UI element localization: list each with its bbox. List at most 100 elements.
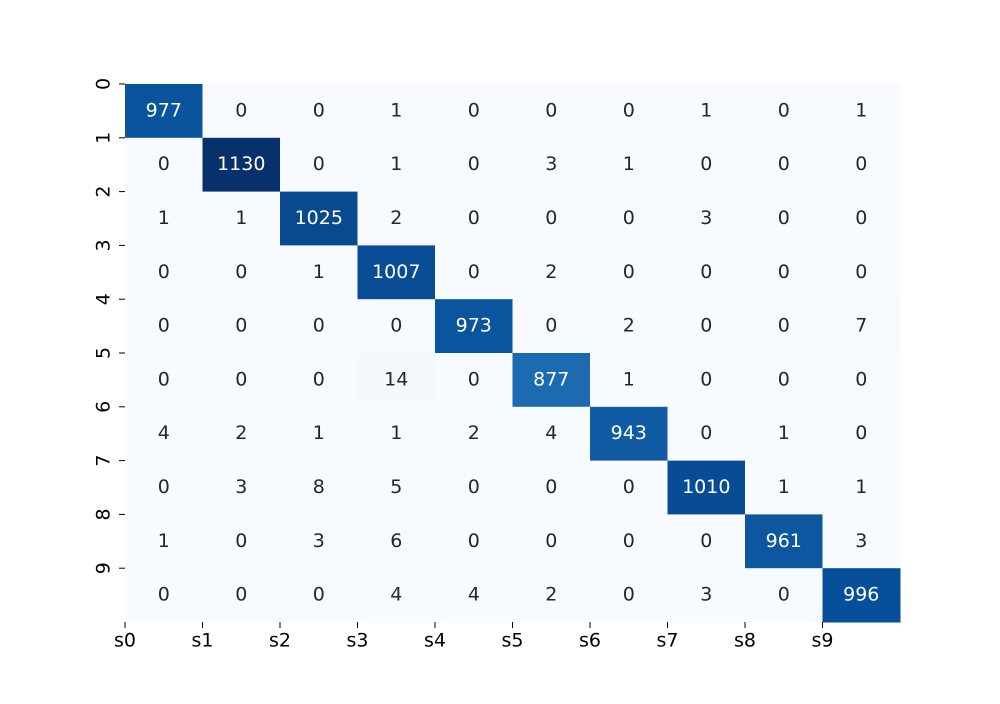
heatmap-cell xyxy=(512,514,591,569)
heatmap-cell xyxy=(745,568,823,623)
heatmap-cell xyxy=(745,406,823,462)
cell-label: 0 xyxy=(700,315,712,337)
cell-label: 5 xyxy=(390,476,402,498)
y-tick-label: 9 xyxy=(93,562,115,574)
heatmap-cell xyxy=(280,191,358,246)
heatmap-cell xyxy=(512,406,591,462)
cell-label: 0 xyxy=(468,153,480,175)
y-tick-label: 6 xyxy=(93,401,115,413)
cell-label: 0 xyxy=(545,530,557,552)
heatmap-cell xyxy=(822,245,901,300)
cell-label: 1 xyxy=(623,153,635,175)
heatmap-cell xyxy=(280,406,358,462)
cell-label: 0 xyxy=(235,315,247,337)
cell-label: 1 xyxy=(700,99,712,121)
heatmap-cell xyxy=(357,299,436,354)
y-tick-label: 0 xyxy=(93,78,115,90)
cell-label: 0 xyxy=(468,530,480,552)
heatmap-cell xyxy=(667,568,746,623)
cell-label: 0 xyxy=(468,99,480,121)
heatmap-cell xyxy=(202,245,281,300)
cell-label: 0 xyxy=(855,368,867,390)
cell-label: 3 xyxy=(313,530,325,552)
heatmap-cell xyxy=(280,84,358,139)
cell-label: 0 xyxy=(623,584,635,606)
heatmap-cell xyxy=(125,191,203,246)
heatmap-cell xyxy=(357,137,436,193)
cell-label: 1 xyxy=(313,422,325,444)
cell-label: 0 xyxy=(235,368,247,390)
cell-label: 0 xyxy=(778,99,790,121)
cell-label: 1 xyxy=(313,261,325,283)
heatmap-cell xyxy=(202,568,281,623)
y-tick-label: 2 xyxy=(93,186,115,198)
heatmap-cell xyxy=(667,191,746,246)
heatmap-cell xyxy=(357,568,436,623)
cell-label: 1010 xyxy=(682,476,730,498)
cell-label: 0 xyxy=(235,584,247,606)
heatmap-cell xyxy=(202,191,281,246)
cell-label: 0 xyxy=(158,153,170,175)
cell-label: 0 xyxy=(545,99,557,121)
heatmap-cell xyxy=(512,245,591,300)
heatmap-cell xyxy=(822,406,901,462)
cell-label: 1007 xyxy=(372,261,420,283)
cell-label: 973 xyxy=(456,315,492,337)
heatmap-cell xyxy=(512,191,591,246)
heatmap-cell xyxy=(125,406,203,462)
heatmap-cell xyxy=(202,353,281,408)
heatmap-cell xyxy=(435,353,513,408)
cell-label: 3 xyxy=(700,584,712,606)
heatmap-cell xyxy=(435,568,513,623)
heatmap-cell xyxy=(435,137,513,193)
heatmap-cell xyxy=(590,299,668,354)
heatmap-cell xyxy=(357,514,436,569)
cell-label: 0 xyxy=(778,261,790,283)
heatmap-cell xyxy=(512,568,591,623)
heatmap-cell xyxy=(745,353,823,408)
heatmap-cell xyxy=(667,245,746,300)
heatmap-cell xyxy=(357,245,436,300)
cell-label: 0 xyxy=(778,368,790,390)
cell-label: 1 xyxy=(623,368,635,390)
heatmap-cell xyxy=(125,353,203,408)
cell-label: 4 xyxy=(545,422,557,444)
heatmap-cell xyxy=(435,191,513,246)
cell-label: 961 xyxy=(766,530,802,552)
cell-label: 0 xyxy=(545,315,557,337)
x-tick-label: s6 xyxy=(579,630,601,652)
cell-label: 1 xyxy=(390,99,402,121)
cell-label: 0 xyxy=(235,530,247,552)
heatmap-cell xyxy=(667,84,746,139)
heatmap-cell xyxy=(435,460,513,515)
x-tick-label: s9 xyxy=(812,630,834,652)
heatmap-cell xyxy=(667,299,746,354)
heatmap-cell xyxy=(745,460,823,515)
heatmap-cell xyxy=(745,514,823,569)
heatmap-cell xyxy=(435,514,513,569)
heatmap-cell xyxy=(745,245,823,300)
heatmap-cell xyxy=(357,406,436,462)
cell-label: 0 xyxy=(855,207,867,229)
cell-label: 2 xyxy=(623,315,635,337)
cell-label: 0 xyxy=(855,153,867,175)
cell-label: 0 xyxy=(700,422,712,444)
heatmap-cell xyxy=(357,353,436,408)
heatmap-cell xyxy=(280,353,358,408)
heatmap-cell xyxy=(822,460,901,515)
x-tick-label: s3 xyxy=(347,630,369,652)
heatmap-cell xyxy=(125,299,203,354)
heatmap-cell xyxy=(280,245,358,300)
heatmap-cell xyxy=(280,514,358,569)
heatmap-cell xyxy=(280,568,358,623)
y-tick-label: 5 xyxy=(93,347,115,359)
cell-label: 2 xyxy=(545,584,557,606)
heatmap-cell xyxy=(435,299,513,354)
heatmap-cell xyxy=(667,353,746,408)
heatmap-cell xyxy=(590,137,668,193)
heatmap-cell xyxy=(667,460,746,515)
cell-label: 0 xyxy=(855,261,867,283)
heatmap-cell xyxy=(590,514,668,569)
cell-label: 0 xyxy=(158,584,170,606)
cell-label: 0 xyxy=(468,476,480,498)
